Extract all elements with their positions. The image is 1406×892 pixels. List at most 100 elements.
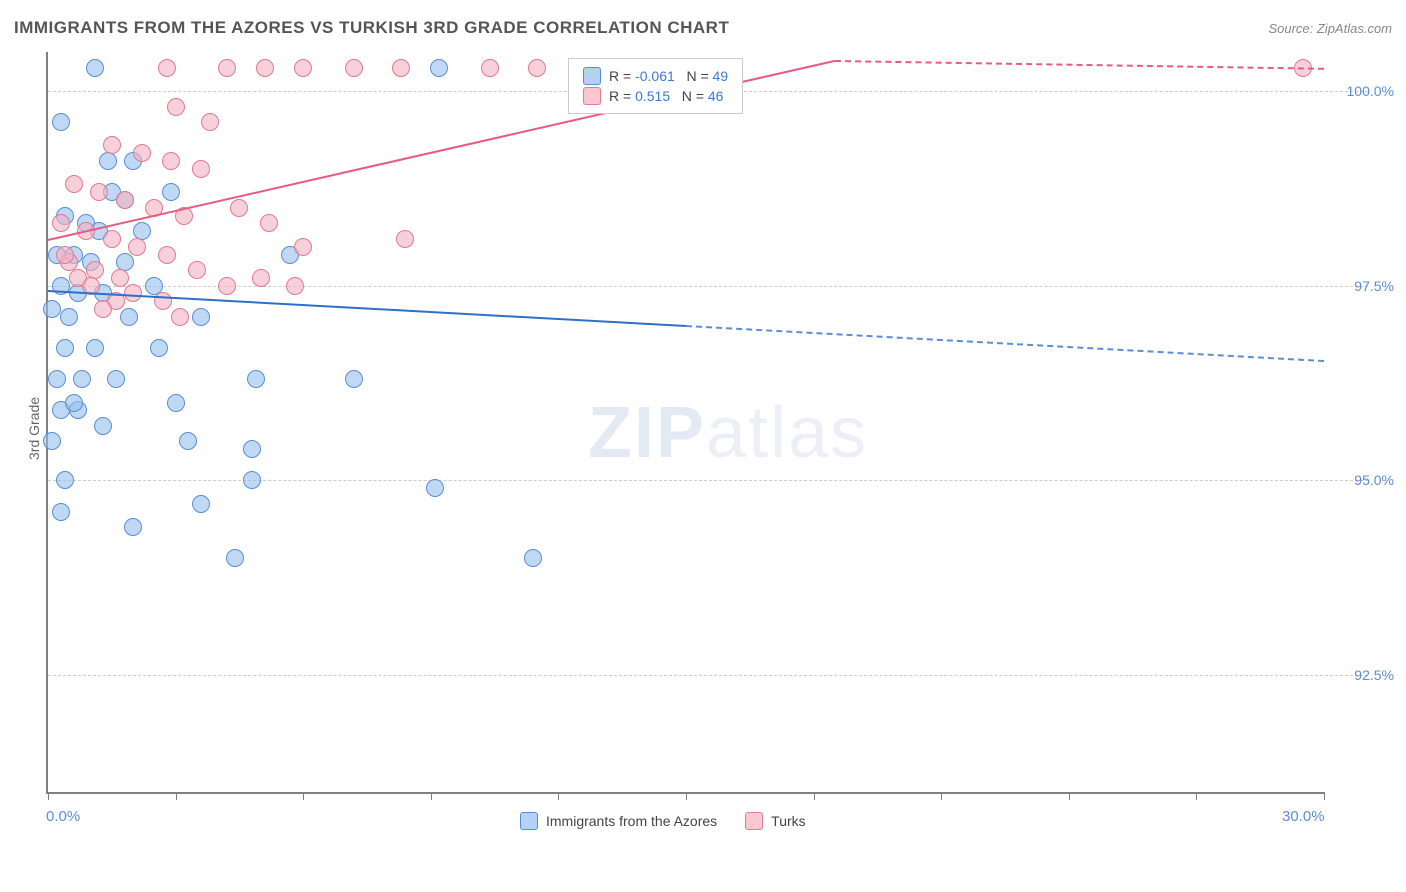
legend-swatch [583, 67, 601, 85]
trend-line [686, 325, 1324, 362]
data-point [192, 495, 210, 513]
data-point [345, 59, 363, 77]
legend-stats: R = -0.061 N = 49 R = 0.515 N = 46 [568, 58, 743, 114]
plot-area: ZIPatlas 92.5%95.0%97.5%100.0%R = -0.061… [46, 52, 1324, 794]
y-tick-label: 100.0% [1334, 83, 1394, 99]
x-tick [176, 792, 177, 800]
data-point [256, 59, 274, 77]
data-point [179, 432, 197, 450]
data-point [65, 175, 83, 193]
data-point [218, 277, 236, 295]
legend-swatch [520, 812, 538, 830]
data-point [158, 59, 176, 77]
x-tick [431, 792, 432, 800]
data-point [111, 269, 129, 287]
watermark: ZIPatlas [588, 392, 868, 474]
chart-header: IMMIGRANTS FROM THE AZORES VS TURKISH 3R… [0, 0, 1406, 48]
data-point [230, 199, 248, 217]
y-tick-label: 95.0% [1334, 472, 1394, 488]
data-point [154, 292, 172, 310]
legend-swatch [745, 812, 763, 830]
data-point [99, 152, 117, 170]
data-point [69, 269, 87, 287]
legend-swatch [583, 87, 601, 105]
data-point [294, 238, 312, 256]
data-point [124, 518, 142, 536]
data-point [481, 59, 499, 77]
x-tick [303, 792, 304, 800]
x-tick [1324, 792, 1325, 800]
data-point [94, 300, 112, 318]
x-tick [1196, 792, 1197, 800]
data-point [56, 246, 74, 264]
data-point [345, 370, 363, 388]
x-tick-label: 0.0% [46, 808, 80, 825]
data-point [524, 549, 542, 567]
data-point [430, 59, 448, 77]
x-tick [814, 792, 815, 800]
data-point [158, 246, 176, 264]
legend-item: Immigrants from the Azores [520, 812, 717, 830]
data-point [294, 59, 312, 77]
legend-stats-text: R = 0.515 N = 46 [609, 88, 723, 104]
data-point [192, 308, 210, 326]
data-point [65, 394, 83, 412]
y-tick-label: 92.5% [1334, 667, 1394, 683]
y-tick-label: 97.5% [1334, 278, 1394, 294]
x-tick [558, 792, 559, 800]
data-point [94, 417, 112, 435]
data-point [243, 440, 261, 458]
data-point [192, 160, 210, 178]
data-point [286, 277, 304, 295]
data-point [252, 269, 270, 287]
legend-stats-row: R = -0.061 N = 49 [583, 67, 728, 85]
data-point [260, 214, 278, 232]
gridline [48, 675, 1368, 676]
data-point [133, 144, 151, 162]
data-point [48, 370, 66, 388]
watermark-zip: ZIP [588, 393, 706, 473]
data-point [52, 113, 70, 131]
data-point [162, 152, 180, 170]
legend-bottom: Immigrants from the AzoresTurks [520, 812, 806, 830]
data-point [226, 549, 244, 567]
data-point [103, 136, 121, 154]
x-tick-label: 30.0% [1282, 808, 1325, 825]
data-point [218, 59, 236, 77]
chart-source: Source: ZipAtlas.com [1268, 21, 1392, 36]
data-point [188, 261, 206, 279]
data-point [167, 98, 185, 116]
trend-line [48, 290, 686, 327]
data-point [56, 339, 74, 357]
legend-stats-row: R = 0.515 N = 46 [583, 87, 728, 105]
data-point [107, 370, 125, 388]
chart-title: IMMIGRANTS FROM THE AZORES VS TURKISH 3R… [14, 18, 729, 38]
data-point [52, 214, 70, 232]
data-point [150, 339, 168, 357]
data-point [162, 183, 180, 201]
data-point [60, 308, 78, 326]
data-point [90, 183, 108, 201]
data-point [120, 308, 138, 326]
x-tick [1069, 792, 1070, 800]
data-point [73, 370, 91, 388]
data-point [392, 59, 410, 77]
x-tick [686, 792, 687, 800]
data-point [43, 300, 61, 318]
watermark-atlas: atlas [706, 393, 868, 473]
legend-stats-text: R = -0.061 N = 49 [609, 68, 728, 84]
data-point [426, 479, 444, 497]
data-point [171, 308, 189, 326]
data-point [396, 230, 414, 248]
data-point [243, 471, 261, 489]
legend-label: Immigrants from the Azores [546, 813, 717, 829]
data-point [52, 503, 70, 521]
x-tick [48, 792, 49, 800]
data-point [247, 370, 265, 388]
gridline [48, 286, 1368, 287]
data-point [43, 432, 61, 450]
data-point [116, 191, 134, 209]
data-point [201, 113, 219, 131]
data-point [128, 238, 146, 256]
data-point [86, 339, 104, 357]
